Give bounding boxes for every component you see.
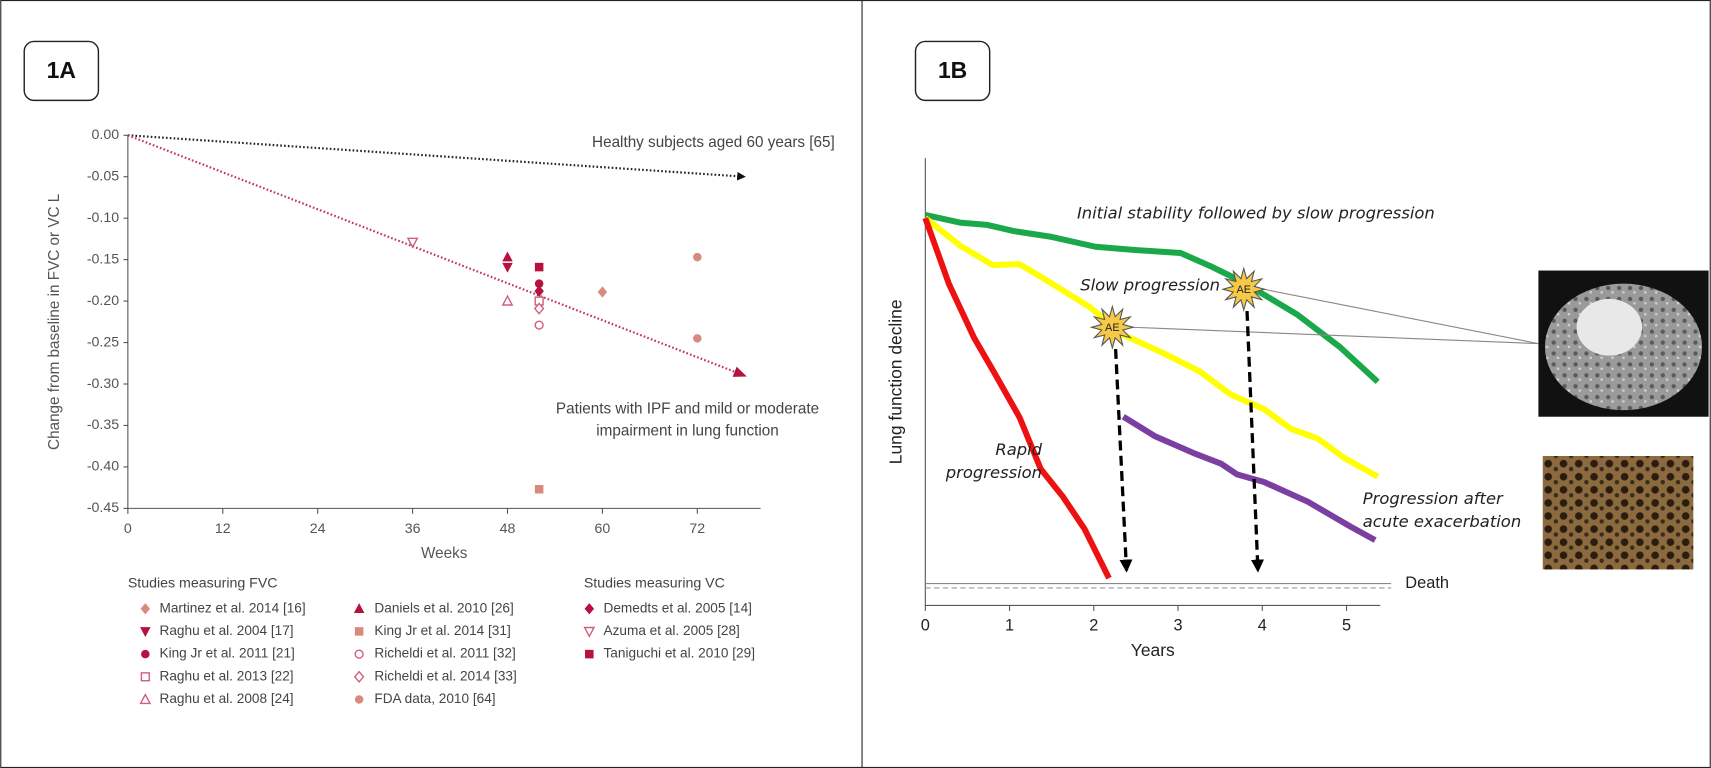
legend-marker	[353, 603, 365, 613]
annotation: Healthy subjects aged 60 years [65]	[592, 134, 835, 151]
scatter-point	[406, 237, 419, 249]
legend-marker	[585, 649, 594, 659]
legend-label: Richeldi et al. 2014 [33]	[374, 668, 516, 683]
legend-label: Azuma et al. 2005 [28]	[604, 623, 740, 638]
x-tick-label: 2	[1089, 617, 1098, 635]
scatter-point	[534, 485, 544, 494]
series-line	[1121, 414, 1377, 543]
y-tick-label: -0.30	[87, 376, 119, 392]
x-axis-label: Weeks	[421, 545, 468, 562]
legend-label: Raghu et al. 2013 [22]	[160, 668, 294, 683]
ae-label: AE	[1236, 284, 1251, 296]
ae-arrow	[1113, 348, 1133, 573]
tissue-image	[1542, 456, 1694, 570]
scatter-point	[534, 285, 544, 297]
legend-label: Richeldi et al. 2011 [32]	[374, 646, 515, 661]
x-tick-label: 60	[595, 521, 611, 537]
legend-marker	[140, 603, 151, 615]
series-label-box: Progression after acute exacerbation	[1362, 488, 1522, 532]
series-line	[924, 212, 1380, 385]
legend-label: Raghu et al. 2004 [17]	[160, 623, 294, 638]
x-tick-label: 36	[405, 521, 421, 537]
y-tick-label: -0.35	[87, 417, 119, 433]
y-tick-label: -0.40	[87, 459, 119, 475]
x-tick-label: 3	[1173, 617, 1182, 635]
legend-marker	[140, 627, 151, 638]
legend-marker	[354, 695, 364, 704]
series-label: Initial stability followed by slow progr…	[1077, 203, 1435, 222]
scatter-point	[534, 262, 544, 272]
legend-label: Demedts et al. 2005 [14]	[604, 600, 752, 615]
legend-label: Daniels et al. 2010 [26]	[374, 600, 513, 615]
scatter-point	[502, 262, 513, 273]
x-tick-label: 72	[689, 521, 705, 537]
annotation: Patients with IPF and mild or moderate i…	[555, 399, 820, 439]
legend-marker	[141, 649, 150, 659]
x-tick-label: 0	[921, 617, 930, 635]
x-tick-label: 0	[124, 521, 132, 537]
legend-label: Martinez et al. 2014 [16]	[160, 600, 306, 615]
ae-arrow	[1245, 310, 1265, 573]
x-tick-label: 1	[1005, 617, 1014, 635]
ct-heart	[1576, 298, 1643, 356]
series-label: Slow progression	[1080, 275, 1220, 294]
scatter-point	[693, 334, 702, 343]
legend-title: Studies measuring FVC	[128, 575, 278, 591]
panel-title: 1A	[47, 57, 76, 83]
scatter-point	[693, 252, 702, 262]
y-tick-label: -0.20	[87, 293, 119, 309]
y-tick-label: 0.00	[92, 127, 120, 143]
x-tick-label: 12	[215, 521, 231, 537]
scatter-point	[597, 286, 608, 298]
panel-label-box	[914, 40, 991, 102]
ae-burst	[1220, 266, 1267, 313]
series-line	[922, 217, 1112, 580]
x-tick-label: 24	[310, 521, 326, 537]
ae-burst	[1089, 304, 1136, 351]
y-axis-label: Change from baseline in FVC or VC L	[46, 194, 63, 450]
legend-marker	[353, 670, 365, 684]
y-tick-label: -0.10	[87, 210, 119, 226]
legend-label: King Jr et al. 2011 [21]	[160, 646, 295, 661]
legend-label: FDA data, 2010 [64]	[374, 691, 495, 706]
series-label: Rapid progression	[945, 439, 1043, 483]
connector-line	[1263, 288, 1539, 345]
y-tick-label: -0.25	[87, 334, 119, 350]
legend-title: Studies measuring VC	[584, 575, 725, 591]
x-axis-label: Years	[1131, 640, 1175, 660]
connector-line	[1131, 326, 1539, 345]
scatter-point	[533, 302, 545, 315]
scatter-point	[501, 294, 514, 306]
x-tick-label: 4	[1258, 617, 1267, 635]
x-tick-label: 48	[500, 521, 516, 537]
y-tick-label: -0.45	[87, 500, 119, 516]
legend-marker	[584, 603, 595, 615]
annotation-box: Patients with IPF and mild or moderate i…	[555, 399, 820, 439]
x-tick-label: 5	[1342, 617, 1351, 635]
legend-marker	[354, 627, 364, 636]
legend-label: Raghu et al. 2008 [24]	[160, 691, 294, 706]
y-axis-label: Lung function decline	[886, 299, 906, 464]
legend-marker	[139, 693, 152, 705]
series-label-box: Rapid progression	[945, 439, 1043, 483]
panel-label-box	[23, 40, 100, 102]
legend-label: King Jr et al. 2014 [31]	[374, 623, 510, 638]
legend-marker	[354, 649, 364, 659]
series-label: Progression after acute exacerbation	[1362, 488, 1522, 532]
scatter-point	[534, 320, 544, 330]
ae-label: AE	[1105, 322, 1120, 334]
y-tick-label: -0.05	[87, 168, 119, 184]
legend-marker	[140, 672, 150, 682]
y-tick-label: -0.15	[87, 251, 119, 267]
legend-marker	[583, 626, 596, 638]
scatter-point	[502, 251, 513, 262]
series-line	[923, 215, 1380, 480]
legend-label: Taniguchi et al. 2010 [29]	[604, 646, 756, 661]
panel-title: 1B	[938, 57, 967, 83]
death-label: Death	[1405, 574, 1449, 592]
